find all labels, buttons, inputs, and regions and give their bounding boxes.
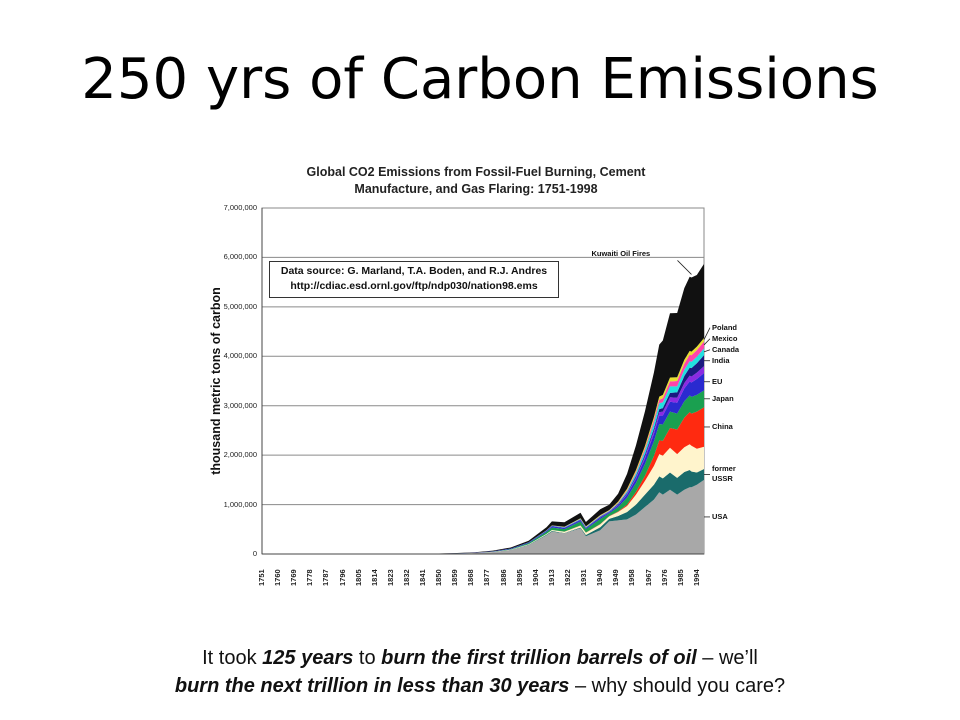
data-source-line1: Data source: G. Marland, T.A. Boden, and… bbox=[280, 265, 548, 277]
x-tick-label: 1805 bbox=[353, 569, 363, 586]
legend-pointer bbox=[703, 349, 711, 353]
slide-title: 250 yrs of Carbon Emissions bbox=[81, 47, 879, 112]
x-tick-label: 1877 bbox=[482, 569, 492, 586]
caption-emph-3: burn the next trillion in less than 30 y… bbox=[174, 675, 570, 697]
x-tick-label: 1832 bbox=[401, 569, 411, 586]
x-tick-label: 1796 bbox=[337, 569, 347, 586]
legend-label-mexico: Mexico bbox=[712, 333, 738, 343]
x-tick-label: 1859 bbox=[450, 569, 460, 586]
x-tick-label: 1886 bbox=[498, 569, 508, 586]
data-source-box: Data source: G. Marland, T.A. Boden, and… bbox=[269, 261, 559, 298]
legend-pointer bbox=[703, 327, 711, 340]
caption-text-4: – why should you care? bbox=[569, 675, 786, 697]
series-area-usa bbox=[262, 479, 704, 554]
y-tick-label: 5,000,000 bbox=[223, 301, 257, 311]
legend-label-former-ussr: former USSR bbox=[712, 464, 736, 484]
x-tick-label: 1769 bbox=[289, 569, 299, 586]
x-tick-label: 1967 bbox=[643, 569, 653, 586]
chart-title-line1: Global CO2 Emissions from Fossil-Fuel Bu… bbox=[306, 165, 646, 179]
chart-plot bbox=[261, 207, 711, 555]
x-tick-label: 1850 bbox=[434, 569, 444, 586]
x-tick-label: 1931 bbox=[579, 569, 589, 586]
x-tick-label: 1913 bbox=[546, 569, 556, 586]
chart-title: Global CO2 Emissions from Fossil-Fuel Bu… bbox=[286, 164, 666, 198]
legend-label-eu: EU bbox=[712, 376, 723, 386]
annotation-kuwaiti-oil-fires: Kuwaiti Oil Fires bbox=[591, 249, 651, 259]
series-area-former-ussr bbox=[262, 468, 704, 554]
legend-label-japan: Japan bbox=[712, 393, 734, 403]
y-tick-label: 7,000,000 bbox=[223, 203, 257, 212]
caption-text-1: It took bbox=[202, 647, 263, 669]
caption-text-3: – we’ll bbox=[696, 647, 758, 669]
x-tick-label: 1904 bbox=[530, 569, 540, 586]
x-tick-label: 1940 bbox=[595, 569, 605, 586]
annotation-pointer bbox=[677, 260, 692, 275]
x-tick-label: 1895 bbox=[514, 569, 524, 586]
x-tick-label: 1994 bbox=[691, 569, 701, 586]
x-tick-label: 1922 bbox=[563, 569, 572, 586]
x-tick-label: 1760 bbox=[273, 569, 283, 586]
legend-label-india: India bbox=[712, 355, 730, 365]
x-tick-label: 1868 bbox=[466, 569, 476, 586]
caption-emph-2: burn the first trillion barrels of oil bbox=[381, 647, 697, 669]
x-tick-label: 1787 bbox=[321, 569, 331, 586]
legend-label-usa: USA bbox=[712, 511, 728, 521]
x-tick-label: 1949 bbox=[611, 569, 621, 586]
chart: Global CO2 Emissions from Fossil-Fuel Bu… bbox=[196, 158, 756, 598]
y-tick-label: 4,000,000 bbox=[223, 351, 257, 361]
data-source-line2: http://cdiac.esd.ornl.gov/ftp/ndp030/nat… bbox=[290, 280, 538, 292]
legend-label-china: China bbox=[712, 421, 733, 431]
chart-title-line2: Manufacture, and Gas Flaring: 1751-1998 bbox=[354, 182, 598, 196]
legend-label-poland: Poland bbox=[712, 322, 738, 332]
x-tick-label: 1814 bbox=[369, 569, 379, 586]
y-tick-label: 1,000,000 bbox=[223, 499, 257, 509]
legend-pointer bbox=[703, 338, 711, 346]
x-tick-label: 1841 bbox=[418, 569, 428, 586]
caption-text-2: to bbox=[353, 647, 382, 669]
y-tick-label: 6,000,000 bbox=[223, 252, 257, 262]
y-tick-label: 0 bbox=[252, 549, 257, 558]
caption-emph-1: 125 years bbox=[262, 647, 354, 669]
x-tick-label: 1751 bbox=[257, 569, 266, 586]
x-tick-label: 1778 bbox=[305, 569, 315, 586]
y-tick-label: 3,000,000 bbox=[223, 400, 257, 410]
legend-label-canada: Canada bbox=[712, 344, 740, 354]
caption: It took 125 years to burn the first tril… bbox=[40, 644, 920, 700]
x-tick-label: 1985 bbox=[675, 569, 685, 586]
x-tick-label: 1823 bbox=[385, 569, 395, 586]
x-tick-label: 1958 bbox=[627, 569, 637, 586]
series-area-unlabeled-2 bbox=[262, 444, 704, 554]
y-tick-label: 2,000,000 bbox=[223, 450, 257, 460]
x-tick-label: 1976 bbox=[659, 569, 669, 586]
